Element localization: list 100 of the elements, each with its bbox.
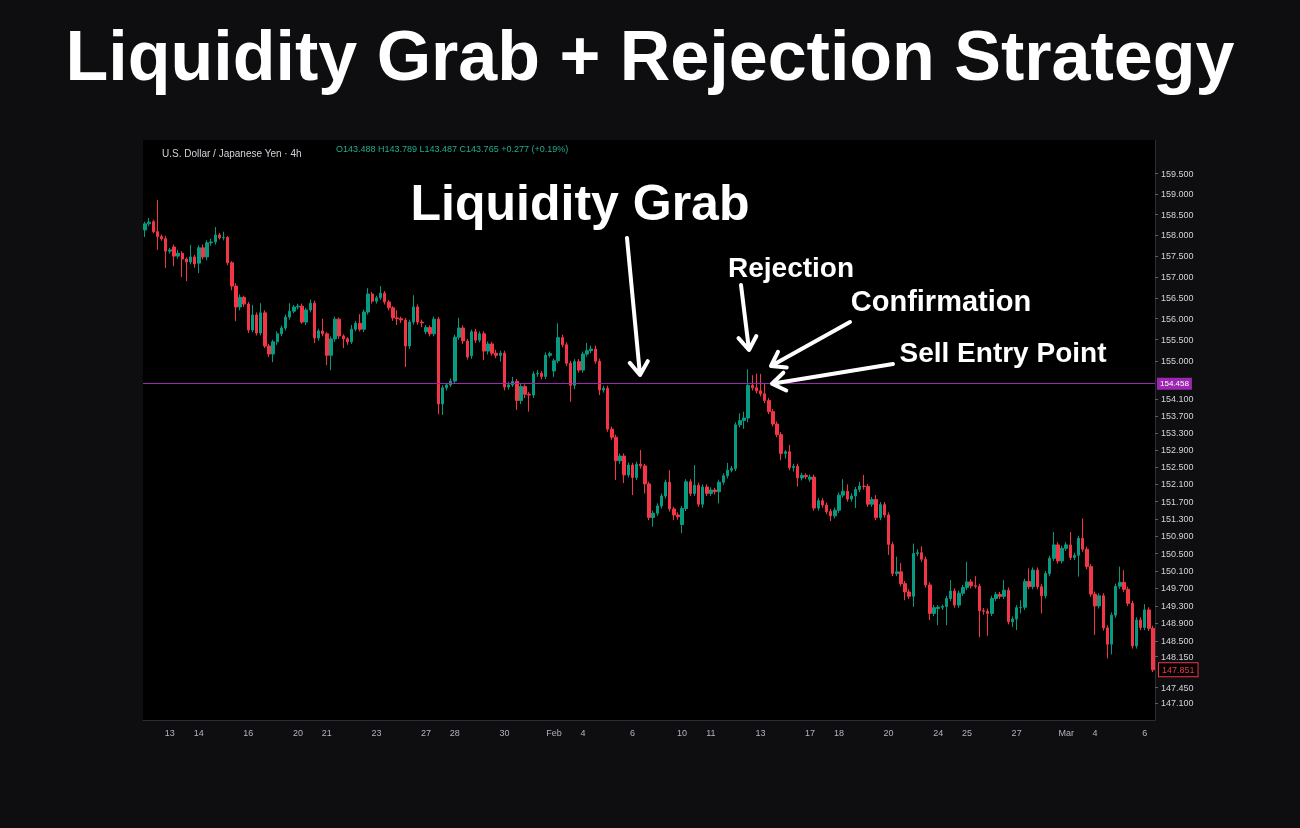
- candlestick: [705, 483, 709, 497]
- candlestick: [1077, 535, 1080, 578]
- x-tick-label: 20: [292, 727, 303, 738]
- candlestick: [193, 254, 196, 269]
- x-tick-label: 14: [193, 727, 204, 738]
- y-tick-label: 150.100: [1161, 565, 1194, 576]
- candlestick: [589, 345, 593, 354]
- y-tick-label: 147.450: [1161, 682, 1194, 693]
- candlestick: [189, 244, 192, 265]
- y-tick-label: 147.100: [1161, 698, 1194, 709]
- x-tick-label: 4: [1092, 727, 1098, 738]
- candlestick: [197, 244, 201, 274]
- x-tick-label: 18: [834, 727, 845, 738]
- y-tick-label: 154.100: [1161, 393, 1194, 404]
- candlestick: [895, 556, 899, 577]
- candlestick: [238, 293, 242, 311]
- candlestick: [515, 378, 519, 411]
- candlestick: [998, 591, 1002, 600]
- candlestick: [1143, 603, 1146, 631]
- x-tick-label: 27: [420, 727, 431, 738]
- candlestick: [627, 461, 630, 478]
- candlestick: [713, 487, 717, 496]
- candlestick: [602, 385, 605, 394]
- candlestick: [168, 247, 172, 255]
- candlestick: [784, 449, 787, 460]
- y-tick-label: 159.000: [1161, 189, 1194, 200]
- candlestick: [164, 235, 167, 269]
- candlestick: [201, 243, 205, 260]
- x-tick-label: 10: [677, 727, 688, 738]
- candlestick: [181, 250, 184, 278]
- x-tick-label: Feb: [546, 727, 562, 738]
- annotation: Rejection: [727, 251, 855, 283]
- annotation: Liquidity Grab: [410, 175, 750, 231]
- candlestick: [379, 285, 382, 301]
- candlestick: [751, 374, 754, 391]
- y-tick-label: 152.100: [1161, 479, 1194, 490]
- candlestick: [313, 300, 316, 344]
- chart-title: Liquidity Grab + Rejection Strategy: [65, 17, 1235, 95]
- candlestick: [676, 511, 680, 521]
- y-tick-label: 151.700: [1161, 496, 1194, 507]
- candlestick: [259, 302, 262, 337]
- x-tick-label: 6: [629, 727, 635, 738]
- y-tick-label: 153.300: [1161, 427, 1194, 438]
- x-tick-label: 21: [321, 727, 332, 738]
- x-tick-label: 13: [164, 727, 175, 738]
- candlestick: [854, 486, 857, 509]
- candlestick: [172, 243, 176, 267]
- y-tick-label: 155.000: [1161, 355, 1194, 366]
- candlestick: [1023, 578, 1027, 611]
- text: U.S. Dollar / Japanese Yen · 4h: [162, 147, 302, 159]
- x-tick-label: 13: [755, 727, 766, 738]
- candlestick: [205, 239, 209, 261]
- candlestick: [474, 328, 477, 344]
- candlestick: [804, 472, 808, 480]
- candlestick: [990, 595, 994, 617]
- candlestick: [573, 358, 576, 390]
- candlestick: [870, 496, 874, 508]
- candlestick: [478, 330, 481, 343]
- candlestick: [1031, 566, 1035, 590]
- annotation: Confirmation: [850, 285, 1032, 317]
- candlestick: [486, 340, 490, 355]
- candlestick: [709, 486, 713, 497]
- candlestick: [251, 304, 254, 333]
- ref-line-label: 154.458: [1160, 379, 1190, 389]
- candlestick: [424, 324, 428, 335]
- candlestick: [482, 330, 486, 361]
- candlestick: [470, 329, 473, 360]
- candlestick: [1069, 531, 1072, 561]
- candlestick: [540, 370, 543, 380]
- candlestick: [156, 199, 159, 251]
- candlestick: [395, 309, 399, 326]
- candlestick: [300, 303, 304, 325]
- y-tick-label: 158.500: [1161, 209, 1194, 220]
- candlestick: [1139, 616, 1142, 631]
- candlestick: [1056, 541, 1060, 565]
- y-tick-label: 149.300: [1161, 600, 1194, 611]
- candlestick: [218, 232, 221, 241]
- text: 147.851: [1162, 664, 1195, 675]
- y-tick-label: 156.500: [1161, 292, 1194, 303]
- annotation: O143.488 H143.789 L143.487 C143.765 +0.277 (+0.19%): [336, 144, 569, 154]
- y-tick-label: 148.500: [1161, 636, 1194, 647]
- y-tick-label: 150.500: [1161, 548, 1194, 559]
- x-tick-label: 23: [371, 727, 382, 738]
- candlestick: [618, 452, 622, 465]
- y-tick-label: 153.700: [1161, 410, 1194, 421]
- candlestick: [622, 452, 626, 484]
- candlestick: [701, 483, 704, 509]
- y-tick-label: 149.700: [1161, 583, 1194, 594]
- x-tick-label: 27: [1011, 727, 1022, 738]
- annotation: Sell Entry Point: [899, 336, 1107, 368]
- candlestick: [1097, 592, 1101, 610]
- candlestick: [441, 384, 444, 416]
- candlestick: [507, 381, 510, 391]
- x-tick-label: 11: [706, 727, 716, 738]
- candlestick: [432, 316, 436, 337]
- x-tick-label: 30: [499, 727, 510, 738]
- candlestick: [912, 543, 915, 608]
- candlestick: [796, 463, 799, 488]
- candlestick: [1002, 579, 1006, 600]
- candlestick: [532, 370, 535, 399]
